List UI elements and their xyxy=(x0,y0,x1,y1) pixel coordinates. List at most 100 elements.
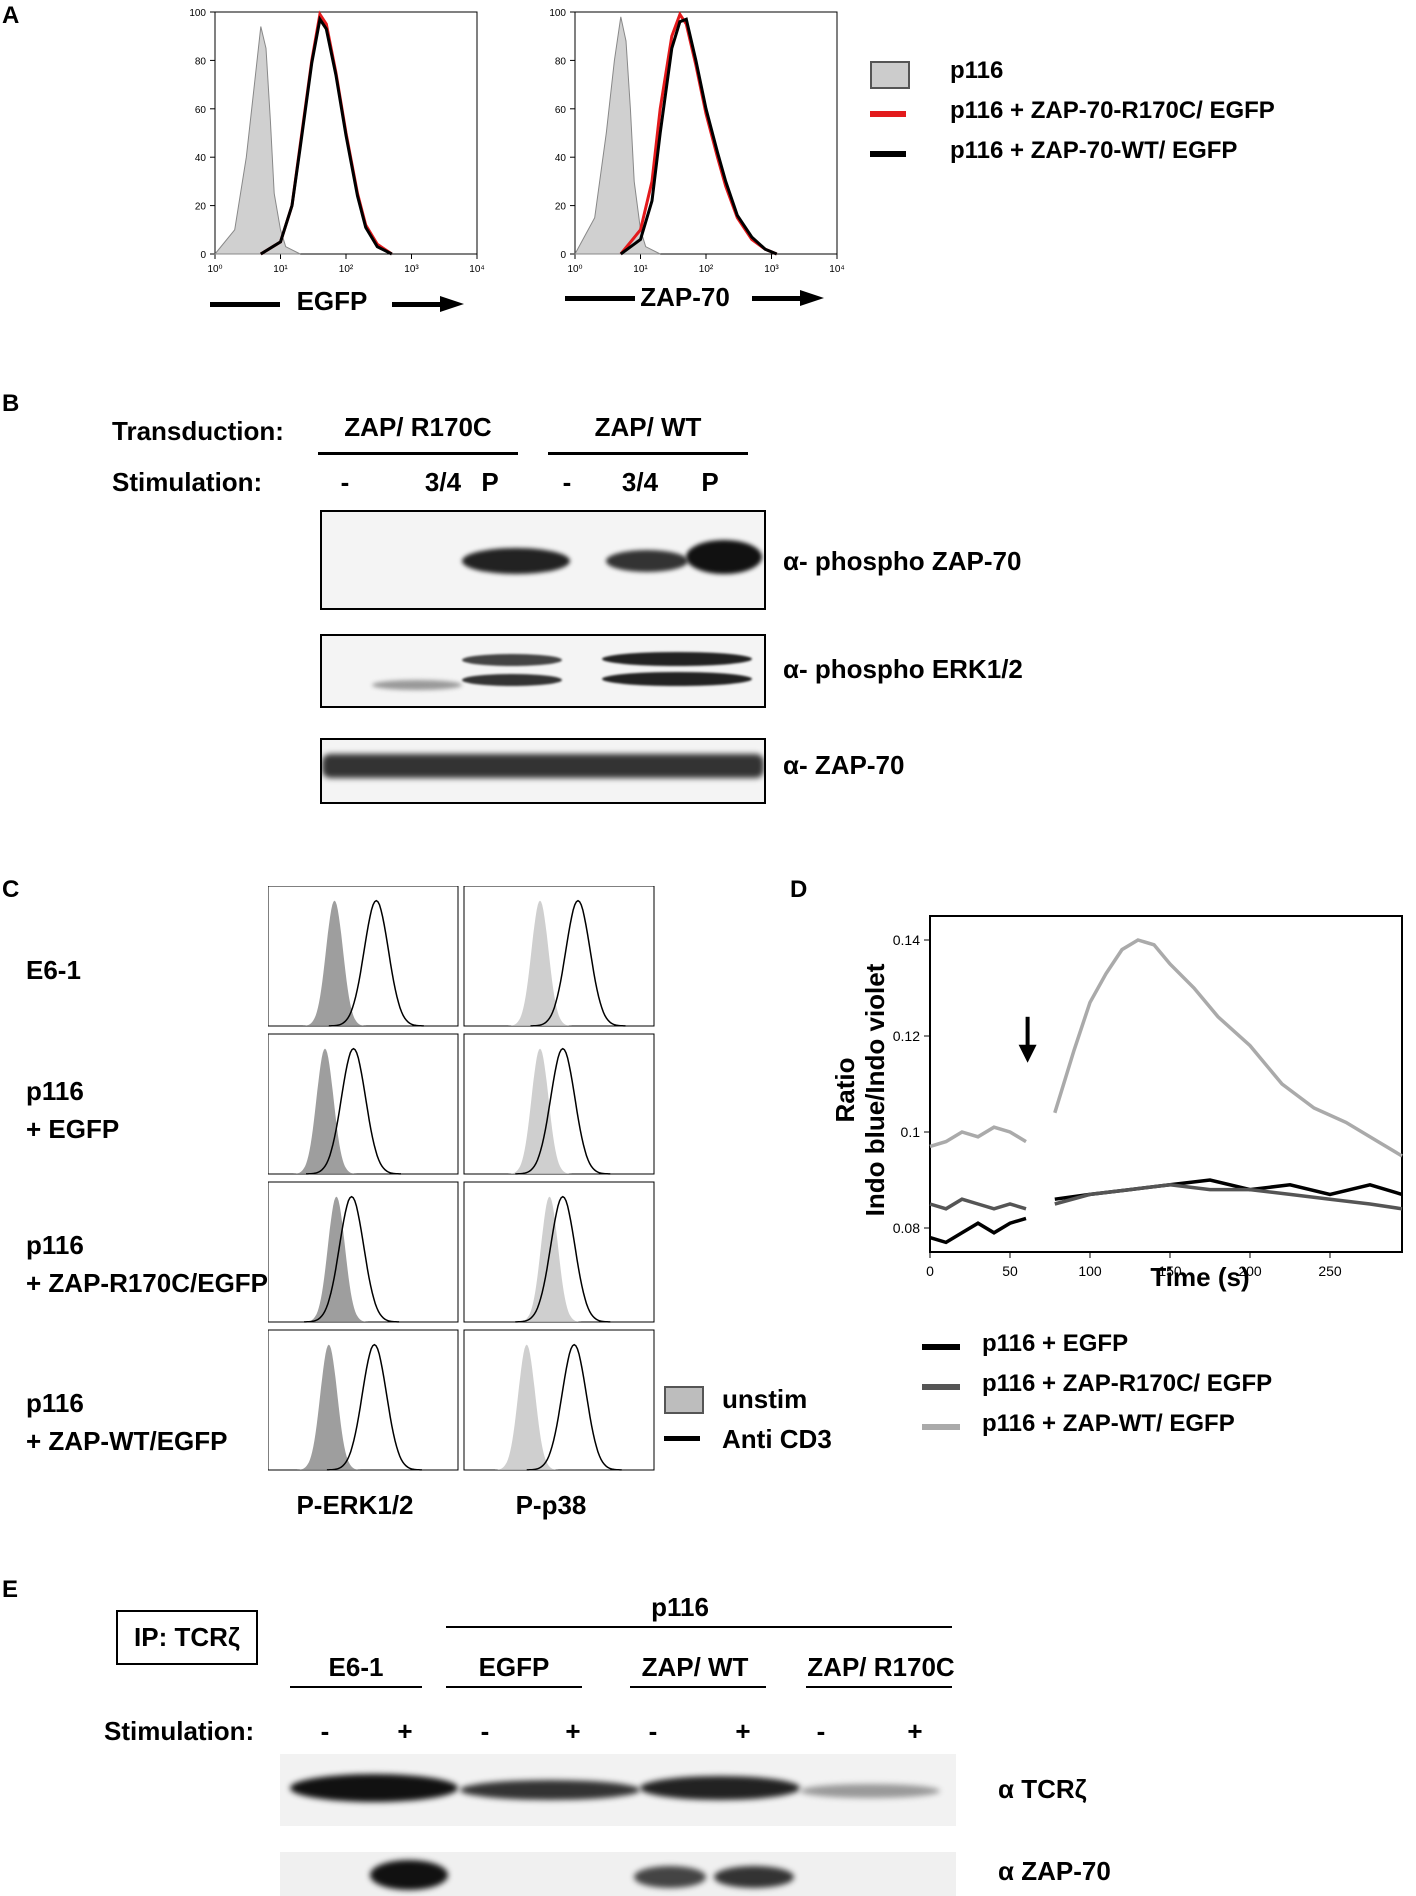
x-tick-label: 250 xyxy=(1318,1263,1342,1279)
y-tick-label: 60 xyxy=(195,105,207,116)
x-tick-label: 10¹ xyxy=(633,264,648,275)
series-fill-p116 xyxy=(213,26,301,255)
band xyxy=(800,1784,940,1798)
x-tick-label: 10² xyxy=(699,264,714,275)
x-tick-label: 10³ xyxy=(404,264,419,275)
y-tick-label: 80 xyxy=(555,56,567,67)
blot-tcrz xyxy=(280,1754,956,1826)
group-underline xyxy=(806,1686,952,1688)
x-tick-label: 10⁴ xyxy=(469,264,484,275)
band xyxy=(602,672,752,686)
transduction-label: Transduction: xyxy=(112,416,284,446)
band xyxy=(606,550,688,572)
y-axis-label-2: Indo blue/Indo violet xyxy=(860,963,890,1216)
row-label: p116 + ZAP-WT/EGFP xyxy=(26,1388,228,1456)
x-axis-label: Time (s) xyxy=(1150,1262,1250,1292)
lane-label: - xyxy=(648,1716,658,1746)
histogram-cell xyxy=(463,886,655,1027)
y-tick-label: 0.12 xyxy=(893,1028,920,1044)
legend-label: p116 + EGFP xyxy=(982,1330,1129,1357)
band xyxy=(686,540,762,574)
x-tick-label: 10³ xyxy=(764,264,779,275)
panel-label-c: C xyxy=(2,876,20,903)
lane-label: - xyxy=(320,1716,330,1746)
legend-swatch xyxy=(664,1386,704,1414)
axis-bar xyxy=(392,302,444,307)
group-zap-wt: ZAP/ WT xyxy=(641,1652,749,1682)
legend-swatch xyxy=(922,1344,960,1350)
anti-cd3-line xyxy=(328,899,424,1027)
x-tick-label: 200 xyxy=(1238,1263,1262,1279)
x-tick-label: 10⁰ xyxy=(567,264,582,275)
panel-label-a: A xyxy=(2,2,20,29)
cell-frame xyxy=(268,1033,459,1175)
histogram-cell xyxy=(463,1033,655,1175)
group-underline xyxy=(630,1686,766,1688)
group-underline xyxy=(548,452,748,455)
y-axis-label-1: Ratio xyxy=(830,1058,860,1123)
series-fill-p116 xyxy=(574,16,661,255)
panel-label-b: B xyxy=(2,390,20,417)
anti-cd3-line xyxy=(304,1195,400,1323)
series-line-p116 + ZAP-R170C/ EGFP xyxy=(929,1197,1027,1211)
legend-label: unstim xyxy=(722,1384,808,1414)
band xyxy=(462,548,570,574)
series-line-p116 + ZAP-WT/ EGFP xyxy=(1053,938,1403,1158)
band xyxy=(640,1776,800,1800)
band xyxy=(290,1774,458,1802)
unstim-fill xyxy=(301,900,368,1026)
y-tick-label: 20 xyxy=(195,202,207,213)
group-e61: E6-1 xyxy=(328,1652,384,1682)
stimulation-label: Stimulation: xyxy=(112,467,263,497)
unstim-fill xyxy=(295,1344,362,1470)
blot-label: α- phospho ZAP-70 xyxy=(783,546,1022,576)
x-tick-label: 10⁴ xyxy=(829,264,844,275)
legend-label: p116 + ZAP-R170C/ EGFP xyxy=(982,1370,1273,1397)
group-underline xyxy=(290,1686,422,1688)
unstim-fill xyxy=(493,1344,560,1470)
x-tick-label: 0 xyxy=(926,1263,934,1279)
y-tick-label: 0.08 xyxy=(893,1220,920,1236)
row-label: p116 + EGFP xyxy=(26,1076,120,1144)
cell-frame xyxy=(463,1329,655,1471)
x-tick-label: 50 xyxy=(1002,1263,1018,1279)
x-tick-label: 10¹ xyxy=(273,264,288,275)
unstim-fill xyxy=(291,1048,359,1174)
anti-cd3-line xyxy=(326,1343,422,1471)
row-label: E6-1 xyxy=(26,955,81,985)
plot-frame xyxy=(929,915,1403,1253)
ip-label-box: IP: TCRζ xyxy=(116,1610,258,1665)
lane-label: + xyxy=(907,1716,923,1746)
series-line-p116 + EGFP xyxy=(929,1216,1027,1245)
panel-label-e: E xyxy=(2,1576,19,1603)
y-tick-label: 80 xyxy=(195,56,207,67)
lane-label: P xyxy=(701,467,719,497)
stimulation-arrow-icon xyxy=(1018,1044,1037,1063)
unstim-fill xyxy=(506,1048,574,1174)
cell-frame xyxy=(268,1329,459,1471)
series-line-p116 + ZAP-70-R170C/ EGFP xyxy=(260,10,393,256)
legend-label: p116 xyxy=(950,57,1004,84)
cell-frame xyxy=(463,886,655,1027)
anti-cd3-line xyxy=(306,1047,401,1175)
arrow-right-icon xyxy=(800,290,824,306)
axis-bar xyxy=(210,302,280,307)
anti-cd3-line xyxy=(530,899,626,1027)
legend-swatch xyxy=(922,1424,960,1430)
group-wt: ZAP/ WT xyxy=(594,412,702,442)
lane-label: + xyxy=(565,1716,581,1746)
legend-swatch xyxy=(870,151,906,157)
legend-swatch xyxy=(870,61,910,89)
col-label: P-p38 xyxy=(515,1490,587,1520)
cell-frame xyxy=(268,1181,459,1323)
y-tick-label: 60 xyxy=(555,105,567,116)
lane-label: 3/4 xyxy=(621,467,659,497)
x-tick-label: 10⁰ xyxy=(207,264,222,275)
cell-frame xyxy=(463,1033,655,1175)
y-tick-label: 0.14 xyxy=(893,932,920,948)
band xyxy=(714,1866,794,1888)
hist2-xlabel: ZAP-70 xyxy=(640,282,730,312)
group-underline xyxy=(446,1626,952,1628)
group-egfp: EGFP xyxy=(478,1652,550,1682)
blot-label: α TCRζ xyxy=(998,1774,1087,1804)
